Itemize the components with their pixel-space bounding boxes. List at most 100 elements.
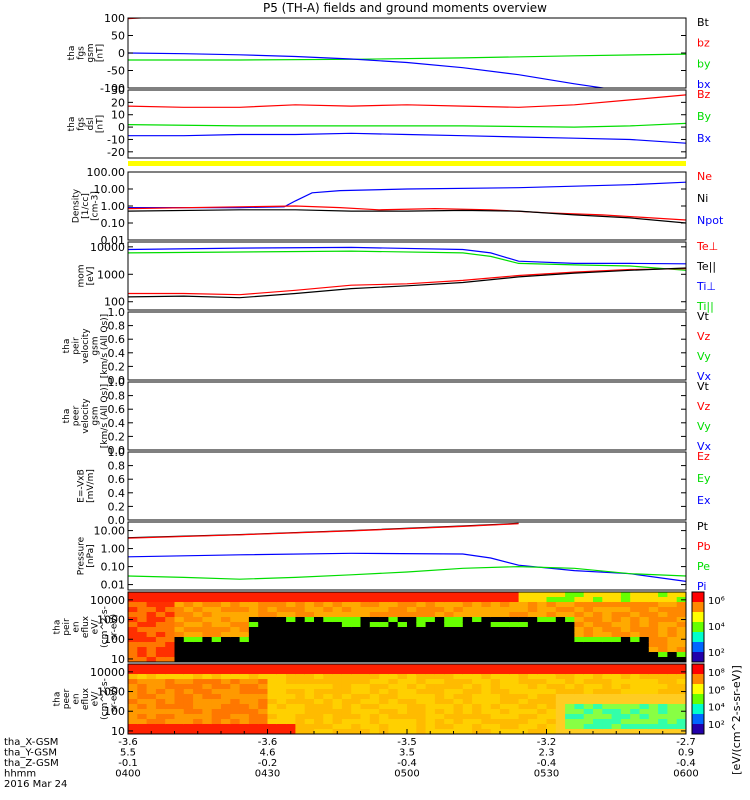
peir_velocity-ylabel-2: velocity (81, 328, 91, 364)
peer_spec-ylabel-3: eflux (81, 687, 91, 710)
fgs_gsm-ylabel-3: [nT] (95, 44, 105, 62)
xaxis-row-3-value-3: 0530 (534, 769, 559, 780)
peir_velocity-ytick-1: 0.8 (108, 320, 126, 333)
mom_temp-ylabel-1: [eV] (86, 267, 96, 286)
peir_velocity-ylabel-4: [km/s (All Qs)] (100, 314, 110, 378)
peer_velocity-legend-0: Vt (697, 380, 710, 393)
peir_cbar-tick-1: 10⁴ (708, 622, 725, 633)
peer_velocity-ytick-1: 0.8 (108, 390, 126, 403)
peer_velocity-ylabel-3: gsm (91, 406, 101, 425)
fgs_gsm-panel: 100 50 0 -50 -100 tha fgs gsm [nT] Bt bz by bx (67, 12, 711, 95)
density-ylabel-0: Density (72, 188, 82, 223)
density-legend-2: Npot (697, 214, 724, 227)
mom_temp-series-2 (128, 268, 686, 296)
mom_temp-ylabel-0: mom (76, 264, 86, 287)
flag_bar-panel (128, 161, 686, 166)
mom_temp-legend-2: Ti⊥ (696, 280, 716, 293)
fgs_gsm-ytick-4: -100 (100, 82, 125, 95)
density-ylabel-1: [1/cc] (81, 193, 91, 219)
fgs_gsm-ytick-2: 0 (118, 47, 125, 60)
mom_temp-legend-0: Te⊥ (696, 240, 718, 253)
fgs_gsm-series-1 (128, 53, 686, 61)
peer_cbar-tick-0: 10⁸ (708, 668, 725, 679)
pressure-legend-0: Pt (697, 520, 709, 533)
xaxis-row-1-value-1: 4.6 (260, 748, 276, 759)
pressure-series-group (128, 522, 686, 582)
xaxis-row-3-value-4: 0600 (673, 769, 698, 780)
xaxis-row-0-value-4: -2.7 (676, 737, 696, 748)
peir_velocity-ylabel-1: peir (72, 337, 82, 355)
xaxis-row-1-value-2: 3.5 (399, 748, 415, 759)
xaxis-row-label-3: hhmm (4, 769, 36, 780)
mom_temp-series-1 (128, 250, 686, 271)
fgs_gsm-ytick-3: -50 (107, 65, 125, 78)
peir_spec-ytick-2: 100 (104, 633, 125, 646)
peer_spec-ylabel-2: en (72, 693, 82, 704)
fgs_dsl-legend-0: Bz (697, 88, 711, 101)
efield-ytick-0: 1.0 (108, 446, 126, 459)
peer_spec-ylabel-1: peer (62, 688, 72, 709)
pressure-legend-1: Pb (697, 540, 711, 553)
peir_spec-ylabel-4: eV/ (91, 619, 101, 635)
xaxis-row-3-value-0: 0400 (115, 769, 140, 780)
peer_velocity-legend-1: Vz (697, 400, 711, 413)
pressure-ytick-1: 1.00 (101, 543, 126, 556)
pressure-ylabel-0: Pressure (76, 536, 86, 575)
mom_temp-series-3 (128, 267, 686, 299)
peir_velocity-ytick-0: 1.0 (108, 306, 126, 319)
peir_cbar-tick-2: 10² (708, 648, 725, 659)
fgs_dsl-legend-2: Bx (697, 132, 712, 145)
efield-frame (127, 451, 687, 521)
fgs_gsm-legend-2: by (697, 57, 711, 70)
peir_spec-ylabel-2: en (72, 621, 82, 632)
colorbar-units-label: [eV/(cm^2-s-sr-eV)] (730, 665, 743, 775)
peer_spec-ylabel-0: tha (53, 692, 63, 707)
peir_velocity-ytick-3: 0.4 (108, 347, 126, 360)
xaxis-row-2-value-3: -0.4 (537, 758, 557, 769)
peer_spec-ylabel-5: (cm^2-s- (100, 678, 110, 720)
xaxis-row-label-1: tha_Y-GSM (4, 748, 57, 759)
xaxis-row-2-value-2: -0.4 (397, 758, 417, 769)
peer_velocity-ylabel-0: tha (62, 409, 72, 424)
mom_temp-legend-1: Te|| (696, 260, 716, 273)
mom_temp-panel: 10000 1000 100 mom [eV] Te⊥ Te|| Ti⊥ Ti|| (76, 240, 718, 313)
peir_spec-ytick-3: 10 (111, 653, 125, 666)
peer_velocity-ylabel-4: [km/s (All Qs)] (100, 384, 110, 448)
pressure-series-2 (128, 552, 686, 582)
peir_cbar: 10⁶ 10⁴ 10² (691, 591, 725, 663)
peer_spec-heatmap (128, 664, 686, 734)
peir_velocity-ytick-4: 0.2 (108, 360, 126, 373)
xaxis-row-2-value-4: -0.4 (676, 758, 696, 769)
mom_temp-frame (127, 241, 687, 311)
peir_velocity-legend-3: Vx (697, 370, 712, 383)
efield-ytick-5: 0.0 (108, 514, 126, 527)
density-ytick-0: 100.00 (87, 166, 126, 179)
peer_cbar: 10⁸ 10⁶ 10⁴ 10² (691, 663, 725, 735)
xaxis-row-3-value-2: 0500 (394, 769, 419, 780)
peir_spec-frame (127, 591, 687, 663)
fgs_dsl-ytick-0: 30 (111, 84, 125, 97)
peir_spec-ylabel-5: (cm^2-s- (100, 606, 110, 648)
fgs_dsl-frame (127, 89, 687, 159)
peer_velocity-ytick-5: 0.0 (108, 444, 126, 457)
efield-ylabel-0: E=-VxB (76, 469, 86, 503)
xaxis-row-0-value-2: -3.5 (397, 737, 417, 748)
xaxis-row-1-value-4: 0.9 (678, 748, 694, 759)
peir_velocity-legend-2: Vy (697, 350, 711, 363)
xaxis-row-0-value-3: -3.2 (537, 737, 557, 748)
fgs_gsm-series-group (128, 18, 686, 88)
peer_spec-panel: 10000 1000 100 10 tha peer en eflux eV/(cm^2-s-s… (53, 663, 687, 738)
fgs_gsm-series-2 (128, 52, 608, 88)
peir_velocity-frame (127, 311, 687, 381)
peir_spec-heatmap (128, 592, 686, 662)
peer_velocity-ytick-3: 0.4 (108, 417, 126, 430)
pressure-legend-3: Pi (697, 580, 706, 593)
peir_spec-panel: 10000 1000 100 10 tha peir en eflux eV/(cm^2-s-s… (53, 591, 687, 666)
quality-flag-bar (128, 161, 686, 166)
peer_cbar-tick-2: 10⁴ (708, 703, 725, 714)
efield-ylabel-1: [mV/m] (86, 469, 96, 503)
density-ytick-3: 0.10 (101, 217, 126, 230)
